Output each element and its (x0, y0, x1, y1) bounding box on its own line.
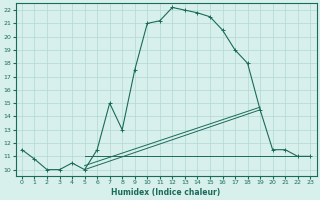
X-axis label: Humidex (Indice chaleur): Humidex (Indice chaleur) (111, 188, 221, 197)
